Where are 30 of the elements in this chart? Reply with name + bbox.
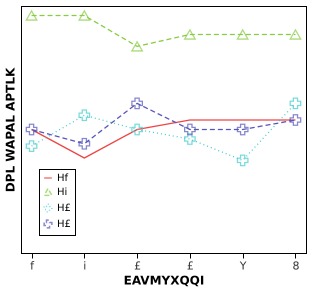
legend-label: H£: [57, 203, 71, 214]
point: [184, 133, 196, 145]
legend-label: H£: [57, 219, 71, 230]
point: [26, 124, 38, 136]
x-tick-label: Y: [238, 260, 247, 272]
point: [78, 109, 90, 122]
point: [236, 154, 249, 166]
y-axis-title: DPL WAPAL APTLK: [4, 67, 18, 192]
point: [78, 138, 90, 150]
point: [236, 124, 249, 136]
x-axis-title: EAVMYXQQI: [124, 274, 204, 288]
legend-label: Hi: [57, 187, 68, 198]
point: [290, 29, 302, 40]
point: [26, 10, 38, 21]
point: [184, 29, 196, 40]
x-tick-label: £: [186, 260, 194, 272]
point: [78, 10, 90, 21]
point: [26, 140, 38, 152]
point: [131, 124, 144, 136]
x-tick-label: £: [134, 260, 142, 272]
point: [131, 97, 144, 110]
point: [290, 97, 302, 110]
point: [131, 41, 144, 52]
x-tick-label: 8: [292, 260, 300, 272]
point: [184, 124, 196, 136]
legend-label: Hf: [57, 173, 69, 184]
x-tick-label: i: [83, 260, 86, 272]
point: [236, 29, 249, 40]
point: [290, 114, 302, 126]
x-tick-label: f: [30, 260, 36, 272]
